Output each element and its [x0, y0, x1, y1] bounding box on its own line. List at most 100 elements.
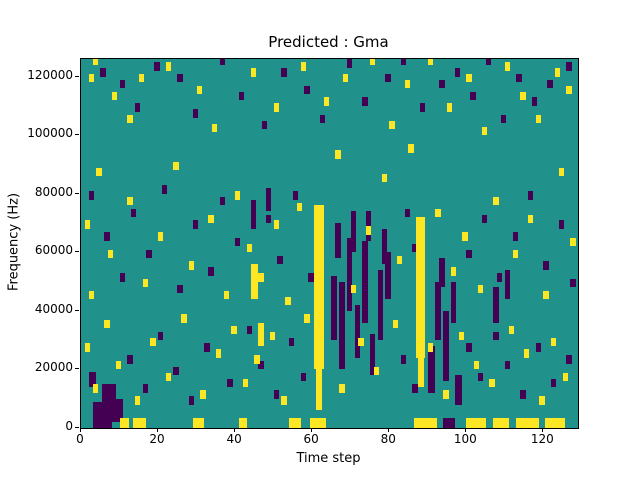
heatmap-cell — [366, 211, 372, 241]
heatmap-cell — [289, 337, 295, 346]
heatmap-cell — [119, 417, 130, 428]
heatmap-cell — [477, 284, 484, 294]
heatmap-cell — [92, 401, 112, 428]
heatmap-cell — [289, 417, 301, 428]
heatmap-cell — [358, 337, 364, 346]
heatmap-cell — [281, 68, 287, 77]
heatmap-cell — [466, 249, 472, 259]
heatmap-cell — [408, 144, 414, 153]
heatmap-cell — [188, 396, 195, 405]
heatmap-cell — [551, 337, 557, 346]
heatmap-cell — [219, 59, 226, 65]
heatmap-cell — [562, 372, 568, 382]
heatmap-cell — [104, 232, 110, 241]
heatmap-cell — [504, 269, 511, 300]
heatmap-cell — [493, 196, 499, 206]
y-tick-mark — [75, 309, 79, 311]
heatmap-cell — [84, 220, 91, 229]
chart-title: Predicted : Gma — [268, 33, 389, 51]
heatmap-cell — [250, 68, 256, 77]
heatmap-cell — [115, 360, 122, 370]
heatmap-cell — [235, 237, 241, 247]
heatmap-cell — [362, 97, 368, 106]
heatmap-cell — [493, 287, 499, 323]
heatmap-cell — [458, 331, 464, 341]
heatmap-cell — [412, 384, 418, 393]
heatmap-cell — [119, 273, 125, 282]
y-tick-mark — [75, 427, 79, 428]
heatmap-cell — [262, 120, 268, 130]
heatmap-cell — [366, 226, 372, 235]
heatmap-cell — [258, 322, 265, 346]
heatmap-cell — [339, 281, 345, 370]
heatmap-cell — [454, 375, 463, 405]
heatmap-cell — [466, 73, 472, 83]
heatmap-cell — [570, 237, 576, 247]
y-tick-label: 0 — [65, 419, 73, 433]
x-tick-mark — [311, 428, 313, 432]
heatmap-cell — [127, 196, 133, 206]
heatmap-cell — [381, 228, 387, 264]
y-tick-label: 120000 — [27, 67, 73, 82]
heatmap-cell — [439, 258, 445, 288]
heatmap-cell — [443, 417, 455, 428]
x-tick-label: 60 — [303, 432, 319, 446]
heatmap-cell — [342, 73, 349, 83]
heatmap-cell — [158, 232, 164, 241]
heatmap-cell — [418, 357, 425, 387]
x-tick-label: 40 — [226, 432, 242, 446]
heatmap-cell — [354, 305, 360, 358]
heatmap-cell — [273, 103, 280, 112]
heatmap-cell — [242, 378, 249, 387]
x-tick-mark — [388, 428, 390, 432]
heatmap-cell — [414, 417, 426, 428]
heatmap-cell — [134, 103, 141, 112]
heatmap-cell — [119, 79, 125, 89]
heatmap-cell — [470, 91, 476, 100]
heatmap-cell — [211, 123, 218, 133]
heatmap-cell — [285, 296, 291, 305]
heatmap-cell — [192, 109, 199, 118]
heatmap-cell — [512, 232, 518, 241]
y-tick-mark — [75, 134, 79, 136]
heatmap-cell — [454, 68, 461, 77]
heatmap-cell — [381, 173, 387, 182]
heatmap-cell — [258, 273, 264, 282]
x-tick-mark — [80, 428, 81, 432]
heatmap-cell — [427, 346, 436, 393]
heatmap-cell — [481, 214, 488, 223]
heatmap-cell — [246, 243, 253, 253]
heatmap-cell — [111, 91, 118, 100]
heatmap-cell — [319, 114, 326, 124]
heatmap-cell — [335, 223, 341, 259]
heatmap-cell — [127, 355, 133, 364]
heatmap-cell — [134, 396, 141, 405]
heatmap-cell — [177, 284, 183, 294]
heatmap-cell — [142, 278, 149, 288]
heatmap-cell — [404, 79, 411, 89]
heatmap-cell — [547, 79, 553, 89]
heatmap-cell — [104, 319, 110, 329]
heatmap-cell — [292, 191, 299, 200]
heatmap-cell — [435, 208, 441, 218]
heatmap-cell — [412, 243, 418, 253]
heatmap-cell — [300, 62, 306, 71]
heatmap-cell — [443, 310, 449, 382]
heatmap-cell — [335, 150, 341, 159]
heatmap-cell — [512, 249, 518, 259]
plot-area — [80, 58, 579, 429]
heatmap-cell — [493, 331, 499, 341]
heatmap-cell — [545, 417, 565, 428]
heatmap-cell — [473, 360, 480, 370]
heatmap-cell — [165, 372, 172, 382]
x-axis-label: Time step — [296, 451, 361, 466]
heatmap-cell — [504, 62, 511, 71]
heatmap-cell — [427, 59, 434, 65]
heatmap-cell — [254, 355, 260, 364]
heatmap-cell — [88, 73, 95, 83]
x-tick-mark — [465, 428, 467, 432]
heatmap-cell — [439, 79, 445, 89]
y-tick-mark — [75, 75, 79, 77]
heatmap-cell — [527, 214, 534, 223]
heatmap-cell — [246, 325, 253, 335]
